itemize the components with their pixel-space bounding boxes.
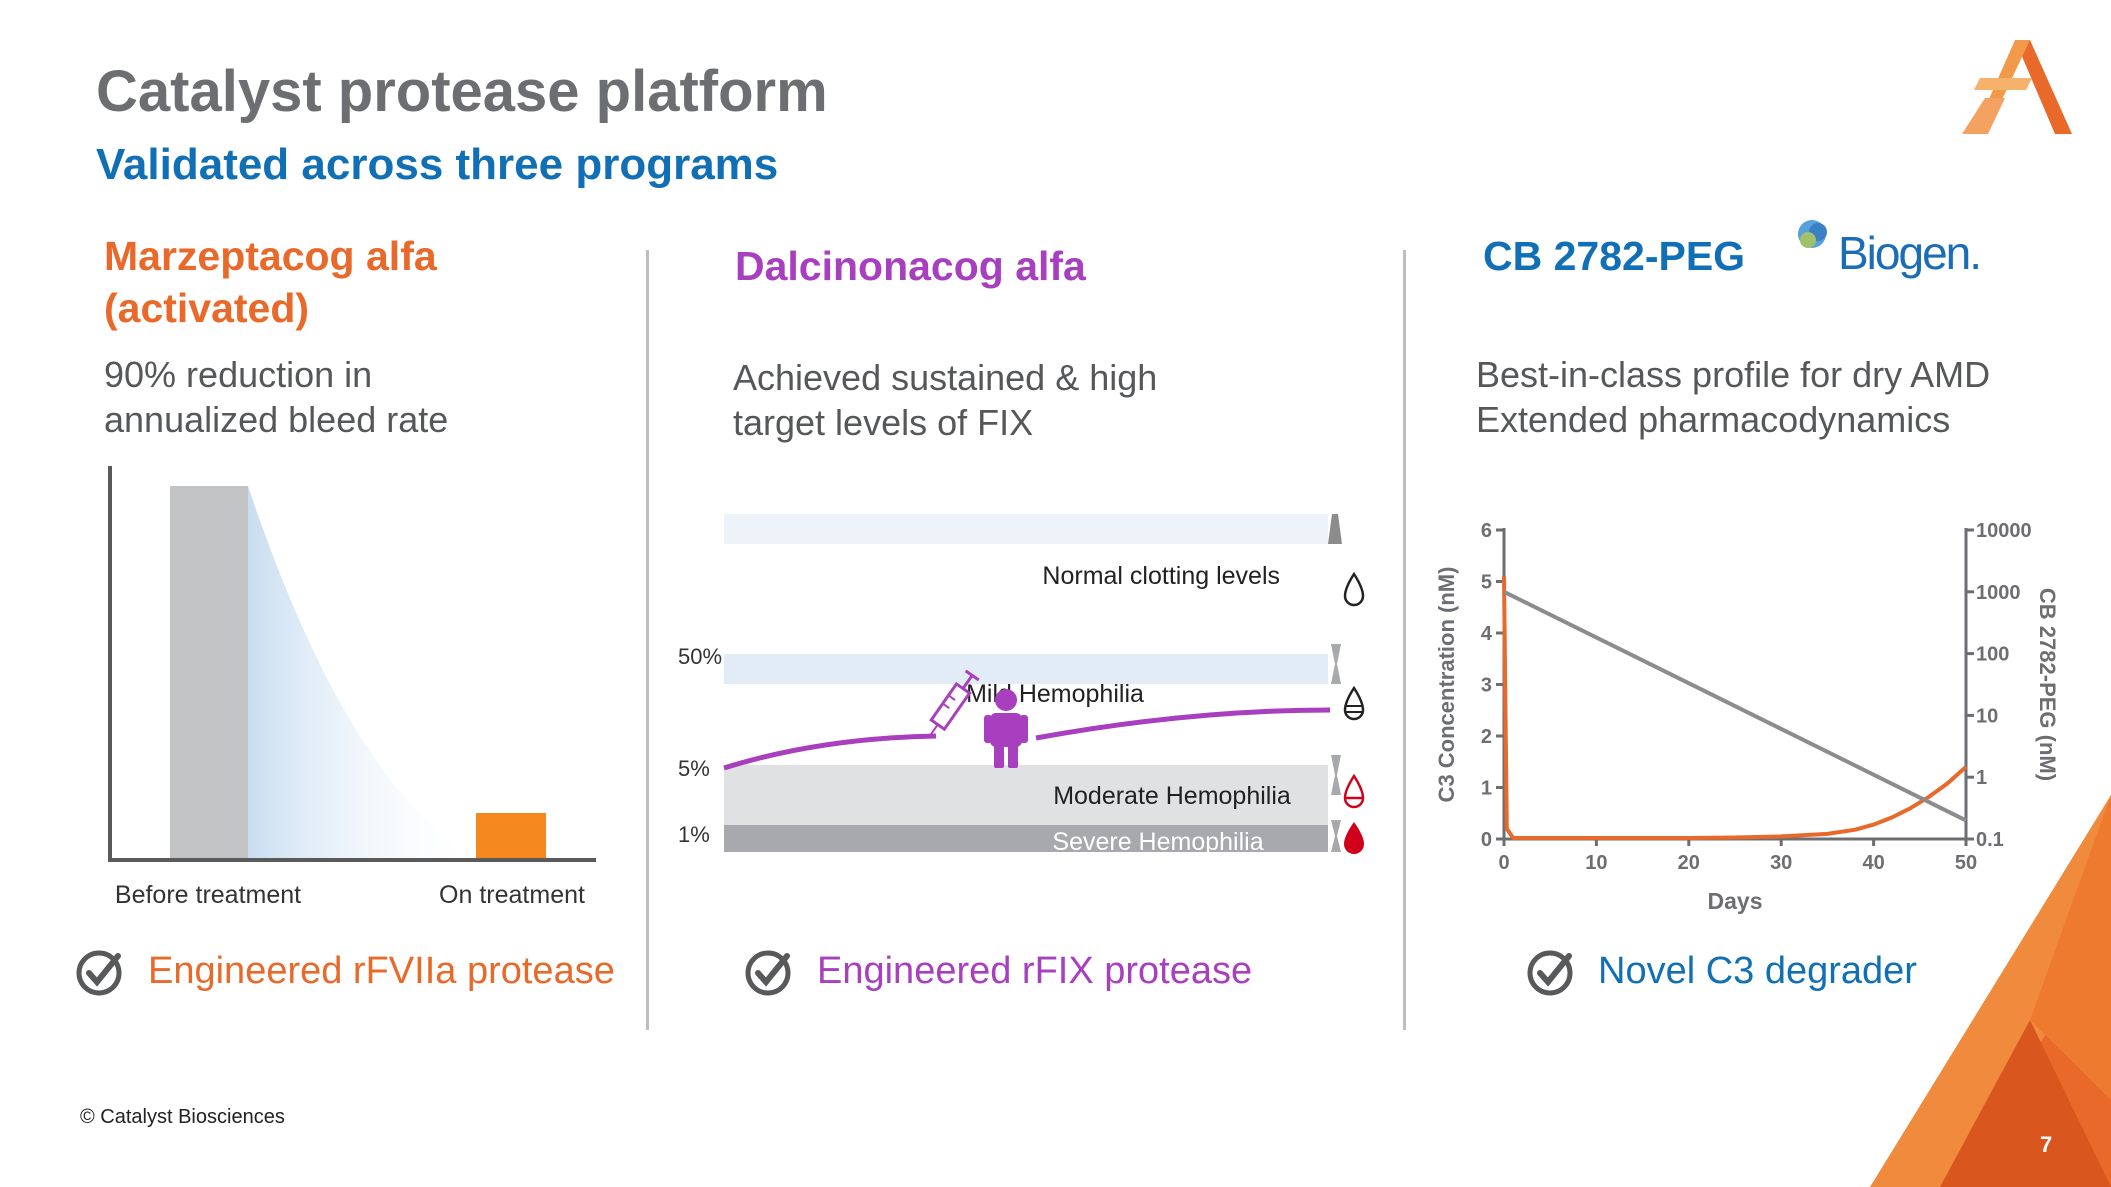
x-tick-label: Before treatment <box>115 881 301 909</box>
program-footer-3: Novel C3 degrader <box>1598 950 1917 992</box>
fix-levels-chart: 50% 5% 1% Normal clotting levels Mild He… <box>678 514 1365 856</box>
description-line: Best-in-class profile for dry AMD <box>1476 354 1991 395</box>
biogen-logo: Biogen. <box>1796 218 1986 279</box>
program-title-3: CB 2782-PEG <box>1483 233 1746 279</box>
program-title-2: Dalcinonacog alfa <box>735 243 1086 289</box>
y-tick-label: 0 <box>1481 829 1492 851</box>
drop-empty-icon <box>1343 571 1365 607</box>
band-marker <box>1331 820 1341 852</box>
band-mild <box>724 654 1328 684</box>
description-line: target levels of FIX <box>733 402 1034 443</box>
description-line: Extended pharmacodynamics <box>1476 399 1951 440</box>
description-line: annualized bleed rate <box>104 399 449 440</box>
band-label-moderate: Moderate Hemophilia <box>1053 782 1291 810</box>
y-right-axis-title: CB 2782-PEG (nM) <box>2035 588 2060 781</box>
y-tick-label: 5 <box>1481 572 1492 594</box>
y-tick-label: 4 <box>1481 623 1493 645</box>
y-right-tick-label: 100 <box>1976 644 2009 666</box>
program-title-1: Marzeptacog alfa (activated) <box>104 233 437 331</box>
band-label-severe: Severe Hemophilia <box>1052 828 1263 856</box>
c3-line-chart: 0 1 2 3 4 5 6 10000 1000 100 10 1 0.1 0 10 20 30 40 50 Days… <box>1434 520 2060 914</box>
y-tick-label: 1% <box>678 822 710 847</box>
check-icon <box>1527 950 1573 996</box>
bar-before-treatment <box>170 486 248 860</box>
series-line-0 <box>1502 576 1968 840</box>
syringe-icon <box>927 669 980 739</box>
band-moderate <box>724 765 1328 825</box>
y-tick-label: 3 <box>1481 675 1492 697</box>
x-tick-label: On treatment <box>439 881 585 909</box>
program-footer-2: Engineered rFIX protease <box>817 950 1253 992</box>
drop-lined-icon <box>1343 685 1365 721</box>
band-severe <box>724 825 1328 852</box>
y-axis-title: C3 Concentration (nM) <box>1434 567 1459 803</box>
check-icon <box>745 950 791 996</box>
description-line: 90% reduction in <box>104 354 373 395</box>
x-tick-label: 0 <box>1498 852 1509 874</box>
y-tick-label: 1 <box>1481 778 1492 800</box>
biogen-logo-text: Biogen. <box>1838 227 1982 279</box>
catalyst-logo <box>1962 40 2072 134</box>
fix-level-line <box>723 733 937 771</box>
y-right-tick-label: 10 <box>1976 705 1998 727</box>
program-description-1: 90% reduction in annualized bleed rate <box>104 352 448 442</box>
corner-decoration <box>1870 795 2111 1187</box>
y-right-tick-label: 1 <box>1976 767 1987 789</box>
y-tick-label: 6 <box>1481 520 1492 542</box>
x-tick-label: 40 <box>1862 852 1884 874</box>
reduction-fade-area <box>248 486 480 860</box>
band-marker <box>1331 644 1341 684</box>
y-right-tick-label: 0.1 <box>1976 829 2004 851</box>
x-tick-label: 10 <box>1585 852 1607 874</box>
y-right-tick-label: 10000 <box>1976 520 2032 542</box>
x-axis-title: Days <box>1708 888 1763 914</box>
bar-on-treatment <box>476 813 546 860</box>
x-tick-label: 50 <box>1955 852 1977 874</box>
program-footer-1: Engineered rFVIIa protease <box>148 950 615 992</box>
biogen-logo-mark <box>1798 220 1827 248</box>
y-tick-label: 50% <box>678 644 722 669</box>
column-divider-2 <box>1403 250 1406 1030</box>
x-tick-label: 20 <box>1678 852 1700 874</box>
band-label-mild: Mild Hemophilia <box>966 680 1144 708</box>
description-line: Achieved sustained & high <box>733 357 1158 398</box>
y-right-tick-label: 1000 <box>1976 582 2021 604</box>
series-line-1 <box>1503 590 1967 823</box>
y-tick-label: 2 <box>1481 726 1492 748</box>
drop-full-icon <box>1344 822 1364 854</box>
band-marker <box>1328 514 1342 544</box>
fix-level-line <box>1035 707 1331 741</box>
band-marker <box>1331 755 1341 795</box>
program-description-2: Achieved sustained & high target levels … <box>733 355 1157 445</box>
band-label-normal: Normal clotting levels <box>1042 562 1280 590</box>
band-normal-top <box>724 514 1328 544</box>
y-tick-label: 5% <box>678 756 710 781</box>
bleed-rate-bar-chart: Before treatment On treatment <box>108 466 596 909</box>
person-icon <box>984 689 1028 768</box>
page-title: Catalyst protease platform <box>96 59 828 124</box>
check-icon <box>76 950 122 996</box>
program-description-3: Best-in-class profile for dry AMD Extend… <box>1476 352 1990 442</box>
page-number: 7 <box>2040 1132 2053 1157</box>
x-tick-label: 30 <box>1770 852 1792 874</box>
drop-half-icon <box>1343 773 1365 809</box>
page-subtitle: Validated across three programs <box>96 140 779 189</box>
copyright: © Catalyst Biosciences <box>80 1106 285 1128</box>
column-divider-1 <box>646 250 649 1030</box>
